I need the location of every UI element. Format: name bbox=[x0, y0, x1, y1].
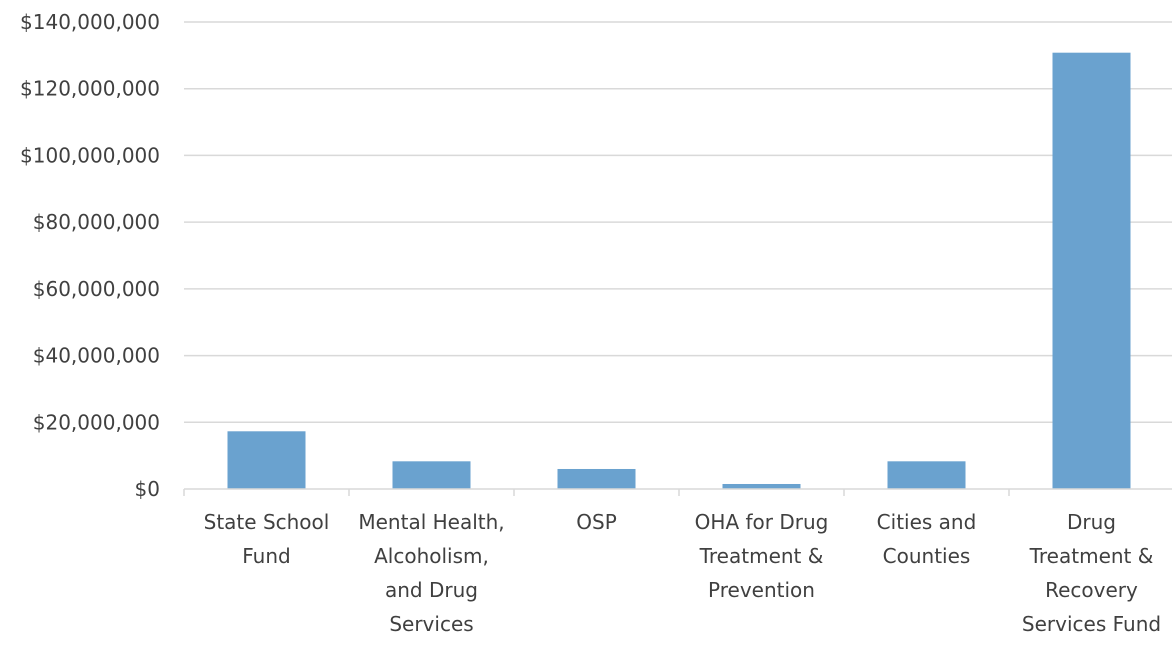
y-tick-label: $100,000,000 bbox=[20, 143, 160, 167]
x-category-label: OHA for Drug Treatment & Prevention bbox=[695, 510, 829, 602]
bar bbox=[557, 468, 636, 489]
bar bbox=[722, 483, 801, 489]
x-category-label-line: OHA for Drug bbox=[695, 510, 829, 534]
y-tick-label: $40,000,000 bbox=[33, 344, 160, 368]
x-category-label-line: Prevention bbox=[708, 578, 815, 602]
y-tick-label: $60,000,000 bbox=[33, 277, 160, 301]
x-category-label: OSP bbox=[576, 510, 617, 534]
x-category-label: Mental Health, Alcoholism, and Drug Service… bbox=[358, 510, 504, 636]
bar bbox=[227, 431, 306, 489]
x-category-label-line: and Drug bbox=[385, 578, 478, 602]
x-category-label: Cities and Counties bbox=[877, 510, 977, 568]
gridlines bbox=[184, 21, 1172, 424]
x-category-label-line: Treatment & bbox=[699, 544, 824, 568]
x-category-label-line: Alcoholism, bbox=[374, 544, 489, 568]
x-category-label-line: Fund bbox=[242, 544, 290, 568]
bars bbox=[227, 52, 1131, 490]
x-category-label-line: Recovery bbox=[1045, 578, 1138, 602]
x-category-label: Drug Treatment & Recovery Services Fund bbox=[1022, 510, 1161, 636]
x-category-label-line: Treatment & bbox=[1029, 544, 1154, 568]
x-category-label-line: Services bbox=[389, 612, 473, 636]
bar bbox=[1052, 52, 1131, 490]
y-tick-label: $120,000,000 bbox=[20, 77, 160, 101]
x-category-label: State School Fund bbox=[204, 510, 330, 568]
y-tick-label: $20,000,000 bbox=[33, 410, 160, 434]
x-axis-category-labels: State School Fund Mental Health, Alcoholism… bbox=[204, 510, 1161, 636]
x-category-label-line: Mental Health, bbox=[358, 510, 504, 534]
x-category-label-line: Drug bbox=[1067, 510, 1116, 534]
x-category-label-line: Counties bbox=[883, 544, 971, 568]
y-tick-label: $80,000,000 bbox=[33, 210, 160, 234]
bar bbox=[392, 461, 471, 489]
y-axis-tick-labels: $0 $20,000,000 $40,000,000 $60,000,000 $80,0… bbox=[20, 10, 160, 501]
y-tick-label: $0 bbox=[135, 477, 160, 501]
x-axis bbox=[183, 488, 1172, 496]
bar bbox=[887, 461, 966, 489]
x-category-label-line: Cities and bbox=[877, 510, 977, 534]
x-category-label-line: OSP bbox=[576, 510, 617, 534]
y-tick-label: $140,000,000 bbox=[20, 10, 160, 34]
x-category-label-line: Services Fund bbox=[1022, 612, 1161, 636]
x-category-label-line: State School bbox=[204, 510, 330, 534]
